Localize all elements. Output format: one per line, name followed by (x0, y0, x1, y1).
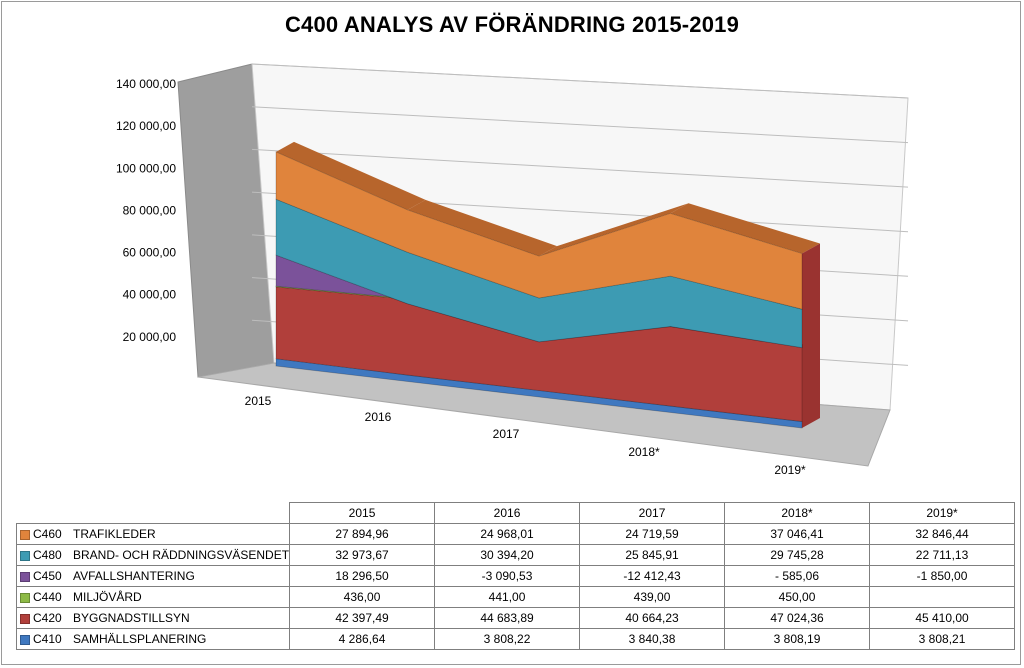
table-header-row: 2015 2016 2017 2018* 2019* (16, 502, 1016, 524)
y-tick-label: 120 000,00 (116, 119, 176, 133)
data-label: 29 745,28 (724, 544, 871, 566)
data-label: 3 808,21 (869, 628, 1016, 650)
legend-name: MILJÖVÅRD (73, 590, 142, 604)
data-label: -1 850,00 (869, 565, 1016, 587)
x-tick-label: 2016 (365, 410, 392, 424)
y-tick-label: 60 000,00 (123, 246, 177, 260)
table-header-year: 2019* (869, 502, 1016, 524)
data-label: 45 410,00 (869, 607, 1016, 629)
legend-swatch (20, 550, 30, 561)
data-label (869, 586, 1016, 608)
legend-swatch (20, 592, 30, 603)
legend-swatch (20, 571, 30, 582)
data-label: 24 968,01 (434, 523, 581, 545)
gridline (251, 148, 909, 188)
x-tick-label: 2018* (628, 445, 660, 459)
series-band-c410 (275, 358, 803, 429)
legend-name: SAMHÄLLSPLANERING (73, 632, 207, 646)
legend-code: C440 (33, 590, 62, 604)
series-top-face (407, 199, 557, 257)
legend-entry: C410 SAMHÄLLSPLANERING (15, 628, 291, 650)
y-tick-label: 20 000,00 (123, 330, 177, 344)
table-row: C440 MILJÖVÅRD 436,00 441,00 439,00 450,00 (15, 586, 1016, 608)
legend-code: C410 (33, 632, 62, 646)
series-band-c460 (275, 151, 803, 310)
data-label: 18 296,50 (289, 565, 436, 587)
data-label: 3 840,38 (579, 628, 726, 650)
table-row: C410 SAMHÄLLSPLANERING 4 286,64 3 808,22 3 8… (15, 628, 1016, 650)
table-row: C460 TRAFIKLEDER 27 894,96 24 968,01 24 719,… (15, 523, 1016, 545)
data-label: 439,00 (579, 586, 726, 608)
series-side-face (802, 243, 820, 428)
data-label: 25 845,91 (579, 544, 726, 566)
table-header-year: 2017 (579, 502, 726, 524)
gridline (251, 106, 909, 144)
chart-plot: 140 000,00 120 000,00 100 000,00 80 000,00 6… (116, 63, 909, 477)
legend-name: BRAND- OCH RÄDDNINGSVÄSENDET (73, 548, 290, 562)
legend-entry: C420 BYGGNADSTILLSYN (15, 607, 291, 629)
legend-code: C450 (33, 569, 62, 583)
legend-code: C420 (33, 611, 62, 625)
data-label: 32 846,44 (869, 523, 1016, 545)
data-label: -3 090,53 (434, 565, 581, 587)
data-label: 24 719,59 (579, 523, 726, 545)
data-label: 22 711,13 (869, 544, 1016, 566)
series-top-face (670, 203, 820, 254)
legend-entry: C480 BRAND- OCH RÄDDNINGSVÄSENDET (15, 544, 291, 566)
data-label: 4 286,64 (289, 628, 436, 650)
table-row: C420 BYGGNADSTILLSYN 42 397,49 44 683,89 40 … (15, 607, 1016, 629)
y-tick-label: 80 000,00 (123, 203, 177, 217)
data-label: -12 412,43 (579, 565, 726, 587)
data-label: 436,00 (289, 586, 436, 608)
x-tick-label: 2019* (774, 463, 806, 477)
data-label: 30 394,20 (434, 544, 581, 566)
data-label: 44 683,89 (434, 607, 581, 629)
chart-floor (197, 362, 891, 467)
data-label: 32 973,67 (289, 544, 436, 566)
table-header-year: 2016 (434, 502, 581, 524)
table-header-year: 2015 (289, 502, 436, 524)
gridline (251, 63, 909, 99)
legend-swatch (20, 613, 30, 624)
data-table: 2015 2016 2017 2018* 2019* C460 TRAFIKLEDER 27… (15, 502, 1016, 650)
legend-name: TRAFIKLEDER (73, 527, 156, 541)
data-label: 450,00 (724, 586, 871, 608)
y-tick-label: 140 000,00 (116, 77, 176, 91)
x-tick-label: 2015 (245, 394, 272, 408)
legend-name: BYGGNADSTILLSYN (73, 611, 190, 625)
legend-code: C480 (33, 548, 62, 562)
data-label: 3 808,19 (724, 628, 871, 650)
data-label: 37 046,41 (724, 523, 871, 545)
table-row: C450 AVFALLSHANTERING 18 296,50 -3 090,53 -1… (15, 565, 1016, 587)
data-label: 3 808,22 (434, 628, 581, 650)
x-tick-label: 2017 (493, 427, 520, 441)
y-tick-label: 100 000,00 (116, 161, 176, 175)
data-label: 40 664,23 (579, 607, 726, 629)
table-header-year: 2018* (724, 502, 871, 524)
data-label: - 585,06 (724, 565, 871, 587)
legend-swatch (20, 529, 30, 540)
series-top-face (276, 141, 426, 210)
data-label: 27 894,96 (289, 523, 436, 545)
chart-title: C400 ANALYS AV FÖRÄNDRING 2015-2019 (284, 12, 740, 37)
data-label: 441,00 (434, 586, 581, 608)
legend-entry: C450 AVFALLSHANTERING (15, 565, 291, 587)
data-label: 47 024,36 (724, 607, 871, 629)
series-top-face (539, 203, 689, 257)
legend-swatch (20, 634, 30, 645)
legend-entry: C440 MILJÖVÅRD (15, 586, 291, 608)
data-label: 42 397,49 (289, 607, 436, 629)
legend-code: C460 (33, 527, 62, 541)
table-row: C480 BRAND- OCH RÄDDNINGSVÄSENDET 32 973,6… (15, 544, 1016, 566)
legend-name: AVFALLSHANTERING (73, 569, 195, 583)
y-tick-label: 40 000,00 (123, 288, 177, 302)
legend-entry: C460 TRAFIKLEDER (15, 523, 291, 545)
table-corner (16, 502, 291, 524)
